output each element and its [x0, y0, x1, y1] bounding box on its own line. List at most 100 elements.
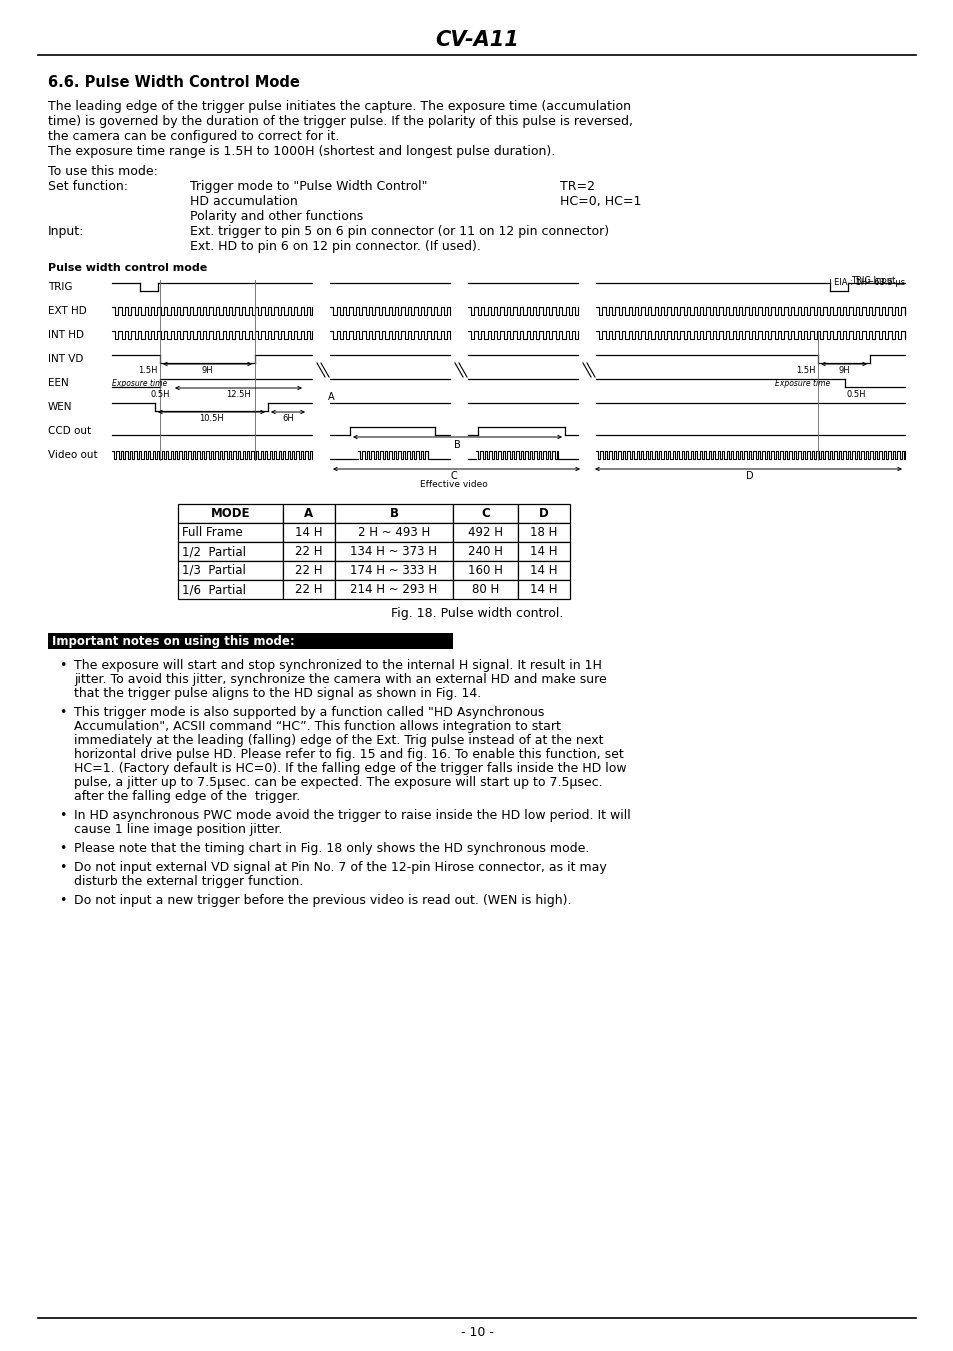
Bar [283, 542, 335, 561]
Text: •: • [59, 842, 67, 855]
Text: C: C [480, 507, 489, 520]
Text: EXT HD: EXT HD [48, 305, 87, 316]
Text: 22 H: 22 H [294, 584, 322, 596]
Text: Do not input a new trigger before the previous video is read out. (WEN is high).: Do not input a new trigger before the pr… [74, 894, 571, 907]
Bar [335, 542, 453, 561]
Text: The leading edge of the trigger pulse initiates the capture. The exposure time (: The leading edge of the trigger pulse in… [48, 100, 630, 113]
Text: A: A [328, 392, 335, 403]
Text: Video out: Video out [48, 450, 97, 459]
Bar [178, 504, 283, 523]
Text: CV-A11: CV-A11 [435, 30, 518, 50]
Bar [178, 580, 283, 598]
Text: Polarity and other functions: Polarity and other functions [190, 209, 363, 223]
Bar [335, 504, 453, 523]
Text: Accumulation", ACSII command “HC”. This function allows integration to start: Accumulation", ACSII command “HC”. This … [74, 720, 560, 734]
Text: 1/6  Partial: 1/6 Partial [182, 584, 246, 596]
Bar [283, 504, 335, 523]
Text: HC=1. (Factory default is HC=0). If the falling edge of the trigger falls inside: HC=1. (Factory default is HC=0). If the … [74, 762, 626, 775]
Text: Pulse width control mode: Pulse width control mode [48, 263, 207, 273]
Text: 160 H: 160 H [468, 563, 502, 577]
Text: B: B [389, 507, 398, 520]
Text: immediately at the leading (falling) edge of the Ext. Trig pulse instead of at t: immediately at the leading (falling) edg… [74, 734, 603, 747]
Text: The exposure time range is 1.5H to 1000H (shortest and longest pulse duration).: The exposure time range is 1.5H to 1000H… [48, 145, 555, 158]
Text: 9H: 9H [201, 366, 213, 376]
Bar [335, 523, 453, 542]
Text: 22 H: 22 H [294, 563, 322, 577]
Bar [178, 542, 283, 561]
Text: 14 H: 14 H [530, 584, 558, 596]
Bar [453, 523, 517, 542]
Text: the camera can be configured to correct for it.: the camera can be configured to correct … [48, 130, 339, 143]
Text: INT VD: INT VD [48, 354, 83, 363]
Text: after the falling edge of the  trigger.: after the falling edge of the trigger. [74, 790, 300, 802]
Text: D: D [745, 471, 753, 481]
Text: CCD out: CCD out [48, 426, 91, 436]
Text: •: • [59, 659, 67, 671]
Text: 12.5H: 12.5H [226, 390, 250, 399]
Text: Fig. 18. Pulse width control.: Fig. 18. Pulse width control. [391, 607, 562, 620]
Bar [517, 580, 569, 598]
Text: B: B [453, 440, 460, 450]
Text: Important notes on using this mode:: Important notes on using this mode: [52, 635, 294, 647]
Bar [178, 523, 283, 542]
Text: TRIG Input: TRIG Input [850, 276, 895, 285]
Text: Exposure time: Exposure time [112, 378, 167, 388]
Text: horizontal drive pulse HD. Please refer to fig. 15 and fig. 16. To enable this f: horizontal drive pulse HD. Please refer … [74, 748, 623, 761]
Text: 0.5H: 0.5H [846, 390, 865, 399]
Text: TR=2: TR=2 [559, 180, 595, 193]
Text: Exposure time: Exposure time [774, 378, 829, 388]
Text: A: A [304, 507, 314, 520]
Bar [453, 561, 517, 580]
Text: Please note that the timing chart in Fig. 18 only shows the HD synchronous mode.: Please note that the timing chart in Fig… [74, 842, 589, 855]
Text: Do not input external VD signal at Pin No. 7 of the 12-pin Hirose connector, as : Do not input external VD signal at Pin N… [74, 861, 606, 874]
Bar [48, 634, 453, 648]
Text: HC=0, HC=1: HC=0, HC=1 [559, 195, 640, 208]
Text: that the trigger pulse aligns to the HD signal as shown in Fig. 14.: that the trigger pulse aligns to the HD … [74, 688, 480, 700]
Text: 1.5H: 1.5H [138, 366, 158, 376]
Text: 492 H: 492 H [468, 526, 502, 539]
Text: 1/3  Partial: 1/3 Partial [182, 563, 246, 577]
Bar [283, 580, 335, 598]
Text: time) is governed by the duration of the trigger pulse. If the polarity of this : time) is governed by the duration of the… [48, 115, 633, 128]
Text: 14 H: 14 H [530, 563, 558, 577]
Bar [453, 504, 517, 523]
Text: 80 H: 80 H [472, 584, 498, 596]
Text: In HD asynchronous PWC mode avoid the trigger to raise inside the HD low period.: In HD asynchronous PWC mode avoid the tr… [74, 809, 630, 821]
Text: D: D [538, 507, 548, 520]
Text: 0.5H: 0.5H [150, 390, 170, 399]
Text: INT HD: INT HD [48, 330, 84, 340]
Text: 2 H ~ 493 H: 2 H ~ 493 H [357, 526, 430, 539]
Text: •: • [59, 707, 67, 719]
Text: To use this mode:: To use this mode: [48, 165, 157, 178]
Text: jitter. To avoid this jitter, synchronize the camera with an external HD and mak: jitter. To avoid this jitter, synchroniz… [74, 673, 606, 686]
Text: EIA : 1H=63.5 µs: EIA : 1H=63.5 µs [833, 278, 904, 286]
Text: - 10 -: - 10 - [460, 1325, 493, 1339]
Text: Trigger mode to "Pulse Width Control": Trigger mode to "Pulse Width Control" [190, 180, 427, 193]
Bar [517, 561, 569, 580]
Text: cause 1 line image position jitter.: cause 1 line image position jitter. [74, 823, 282, 836]
Bar [453, 580, 517, 598]
Text: •: • [59, 894, 67, 907]
Text: WEN: WEN [48, 403, 72, 412]
Bar [517, 523, 569, 542]
Text: Input:: Input: [48, 226, 84, 238]
Bar [517, 542, 569, 561]
Text: 214 H ~ 293 H: 214 H ~ 293 H [350, 584, 437, 596]
Bar [283, 523, 335, 542]
Bar [517, 504, 569, 523]
Text: 134 H ~ 373 H: 134 H ~ 373 H [350, 544, 437, 558]
Text: •: • [59, 809, 67, 821]
Text: 1.5H: 1.5H [796, 366, 815, 376]
Text: Full Frame: Full Frame [182, 526, 242, 539]
Text: C: C [450, 471, 456, 481]
Text: pulse, a jitter up to 7.5μsec. can be expected. The exposure will start up to 7.: pulse, a jitter up to 7.5μsec. can be ex… [74, 775, 602, 789]
Bar [453, 542, 517, 561]
Text: EEN: EEN [48, 378, 69, 388]
Text: Set function:: Set function: [48, 180, 128, 193]
Text: 14 H: 14 H [530, 544, 558, 558]
Text: 240 H: 240 H [468, 544, 502, 558]
Text: 6H: 6H [282, 413, 294, 423]
Text: 18 H: 18 H [530, 526, 558, 539]
Bar [178, 561, 283, 580]
Bar [335, 561, 453, 580]
